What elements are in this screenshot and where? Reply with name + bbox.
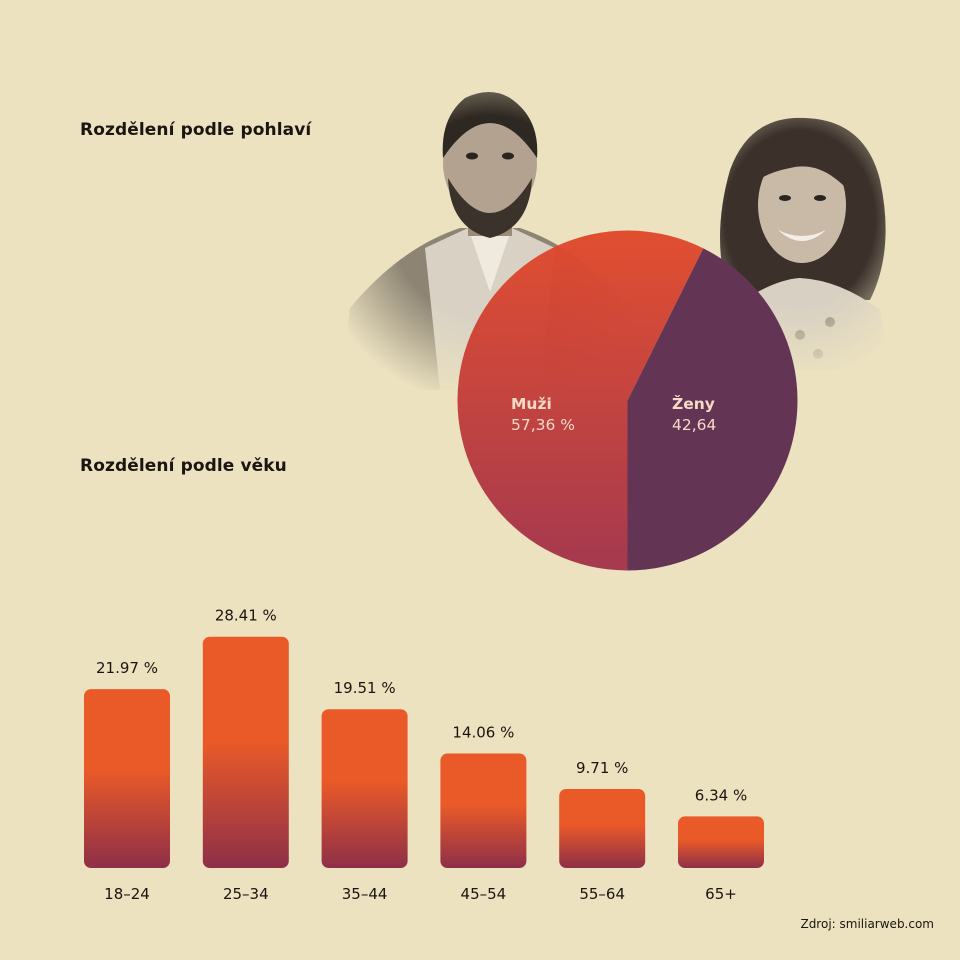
pie-label-men-name: Muži [511,395,552,413]
pie-label-women-value: 42,64 [672,416,717,434]
bar-55–64 [559,788,646,868]
source-note: Zdroj: smiliarweb.com [800,917,934,931]
age-bar-chart: 21.97 % 18–24 28.41 % 25–34 19.51 % 35–44 14.0… [84,607,764,903]
bar-category-label: 55–64 [579,885,625,903]
bar-value-label: 9.71 % [576,759,628,777]
bar-18–24 [84,689,170,868]
bar-category-label: 35–44 [342,885,388,903]
pie-slice-women [627,248,798,571]
bar-category-label: 18–24 [104,885,150,903]
bar-value-label: 14.06 % [452,724,514,742]
bar-category-label: 25–34 [223,885,269,903]
bar-value-label: 21.97 % [96,659,158,677]
bar-35–44 [321,709,408,868]
age-section-title: Rozdělení podle věku [80,456,287,476]
pie-label-men: Muži 57,36 % [511,394,575,436]
bar-category-label: 45–54 [461,885,507,903]
bar-45–54 [440,753,527,868]
pie-label-men-value: 57,36 % [511,416,576,434]
bar-65+ [678,816,764,868]
bar-category-label: 65+ [705,885,737,903]
pie-slice-men [457,230,704,571]
bar-value-label: 6.34 % [695,786,747,804]
bar-25–34 [202,636,289,868]
gender-pie-chart [457,230,798,571]
bar-value-label: 28.41 % [215,607,277,625]
bar-value-label: 19.51 % [334,679,396,697]
gender-section-title: Rozdělení podle pohlaví [80,120,312,140]
pie-label-women-name: Ženy [672,395,715,413]
pie-label-women: Ženy 42,64 [672,394,716,436]
